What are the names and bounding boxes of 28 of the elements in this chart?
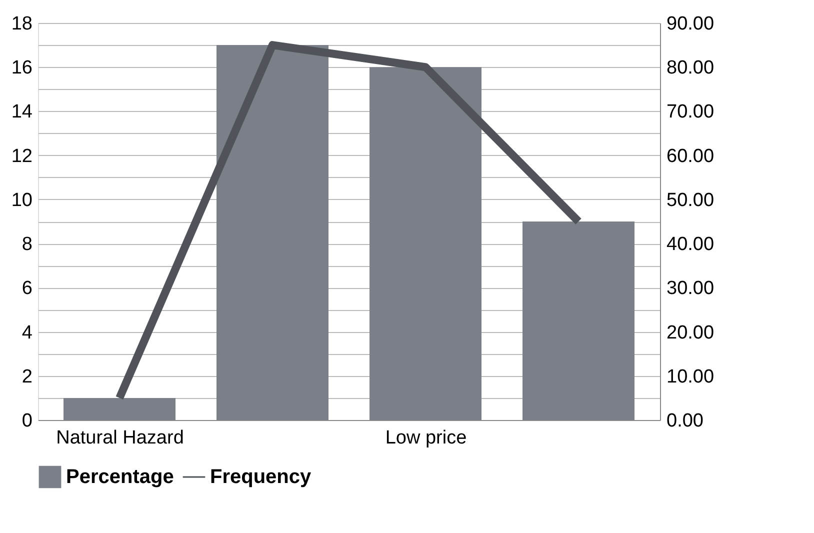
- y-tick-label: 0: [22, 410, 32, 432]
- y2-tick-label: 30.00: [666, 278, 714, 300]
- y-tick-label: 10: [11, 190, 32, 211]
- y-tick-label: 14: [11, 102, 33, 123]
- bar: [64, 398, 176, 420]
- y2-tick-label: 20.00: [666, 322, 714, 344]
- y2-tick-label: 50.00: [666, 190, 714, 211]
- bar: [522, 222, 634, 420]
- bar: [216, 45, 328, 420]
- y2-tick-label: 60.00: [666, 146, 714, 167]
- y2-tick-label: 10.00: [666, 366, 714, 388]
- y-tick-label: 6: [22, 278, 32, 300]
- y-tick-label: 8: [22, 234, 32, 256]
- x-tick-label: Natural Hazard: [56, 428, 184, 448]
- y-tick-label: 16: [11, 58, 32, 79]
- y-tick-label: 18: [11, 14, 32, 34]
- y2-tick-label: 0.00: [666, 410, 704, 432]
- legend-label: Frequency: [210, 466, 312, 488]
- y2-tick-label: 90.00: [666, 14, 714, 34]
- y2-tick-label: 80.00: [666, 58, 714, 79]
- y-tick-label: 4: [22, 322, 33, 344]
- y-tick-label: 12: [11, 146, 32, 167]
- legend-label: Percentage: [66, 466, 174, 488]
- x-tick-label: Low price: [385, 428, 467, 448]
- y-tick-label: 2: [22, 366, 32, 388]
- y2-tick-label: 70.00: [666, 102, 714, 123]
- y2-tick-label: 40.00: [666, 234, 714, 256]
- bar: [370, 67, 482, 420]
